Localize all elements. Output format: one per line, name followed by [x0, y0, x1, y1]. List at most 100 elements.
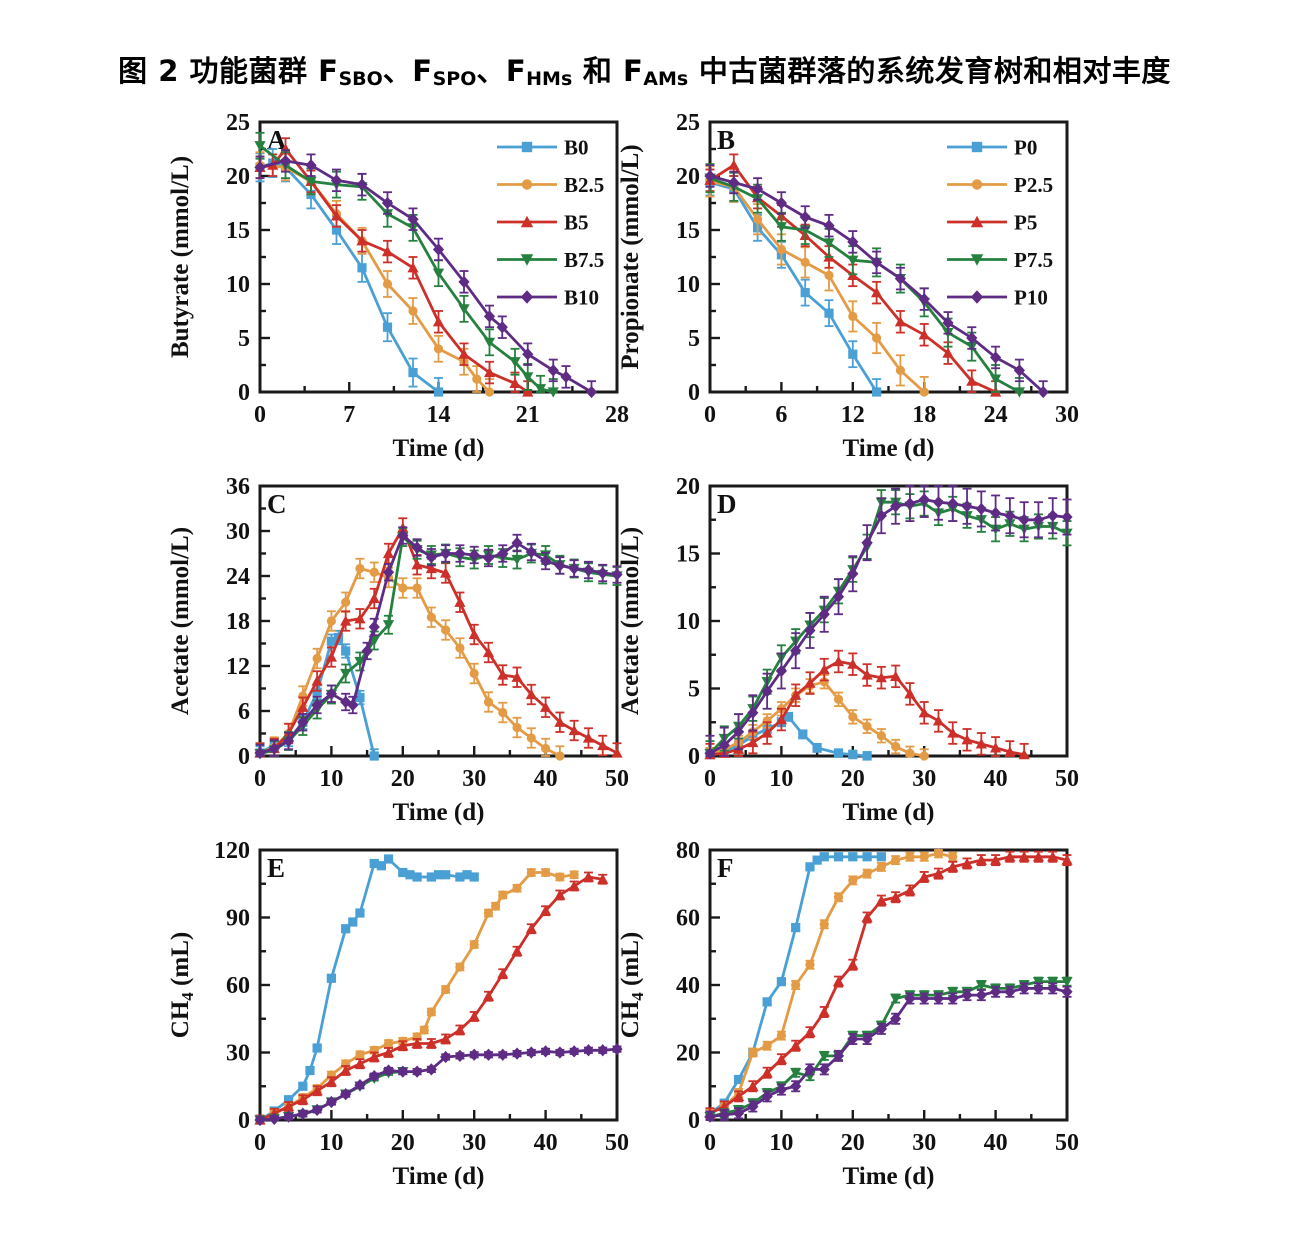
x-axis-label: Time (d) [393, 799, 485, 826]
svg-text:60: 60 [226, 973, 250, 999]
svg-text:30: 30 [912, 766, 936, 792]
panel-letter: D [717, 489, 737, 519]
svg-text:21: 21 [516, 402, 540, 428]
legend-item-P2.5: P2.5 [947, 173, 1053, 197]
axis-ticks [258, 120, 619, 394]
panel-letter: F [717, 853, 734, 883]
svg-text:0: 0 [688, 744, 700, 770]
y-axis-label: Butyrate (mmol/L) [167, 156, 194, 358]
y-axis-label: Propionate (mmol/L) [617, 144, 644, 369]
series-P10 [704, 485, 1073, 760]
legend-label: B5 [564, 211, 589, 235]
legend-label: P5 [1014, 211, 1037, 235]
figure-title: 图 2 功能菌群 FSBO、FSPO、FHMs 和 FAMs 中古菌群落的系统发… [118, 54, 1171, 90]
svg-text:0: 0 [254, 1130, 266, 1156]
svg-text:18: 18 [912, 402, 936, 428]
svg-text:0: 0 [254, 402, 266, 428]
svg-text:24: 24 [984, 402, 1008, 428]
axis-tick-labels: 0 10 20 30 40 50 0 6 12 18 24 30 36 [226, 474, 629, 792]
legend-label: B0 [564, 136, 589, 160]
axis-tick-labels: 0 6 12 18 24 30 0 5 10 15 20 25 [676, 110, 1079, 428]
svg-text:20: 20 [676, 164, 700, 190]
chart-panel-b: 0 6 12 18 24 30 0 5 10 15 20 25 Time (d) Propionate (… [617, 110, 1079, 462]
svg-text:0: 0 [238, 1108, 250, 1134]
chart-cell-b: 0 6 12 18 24 30 0 5 10 15 20 25 Time (d) Propionate (… [600, 100, 1100, 475]
chart-cell-a: 0 7 14 21 28 0 5 10 15 20 25 Time (d) Butyrate (mmol… [150, 100, 650, 475]
svg-text:30: 30 [226, 519, 250, 545]
svg-text:10: 10 [319, 1130, 343, 1156]
y-axis-label: CH4​ (mL) [167, 932, 197, 1038]
svg-text:0: 0 [238, 380, 250, 406]
svg-text:40: 40 [534, 1130, 558, 1156]
legend-label: B2.5 [564, 173, 604, 197]
series-B10 [254, 1043, 623, 1127]
chart-cell-f: 0 10 20 30 40 50 0 20 40 60 80 Time (d) CH4​ (mL) F [600, 828, 1100, 1203]
chart-panel-d: 0 10 20 30 40 50 0 5 10 15 20 Time (d) Acetate (mmol… [617, 474, 1079, 826]
legend-item-B0: B0 [497, 136, 589, 160]
svg-text:6: 6 [238, 699, 250, 725]
svg-text:0: 0 [688, 380, 700, 406]
series-B10 [254, 526, 623, 760]
title-subscript: SBO [338, 68, 383, 90]
svg-text:0: 0 [688, 1108, 700, 1134]
series-P0 [705, 711, 872, 761]
svg-text:40: 40 [984, 766, 1008, 792]
svg-text:10: 10 [319, 766, 343, 792]
chart-panel-a: 0 7 14 21 28 0 5 10 15 20 25 Time (d) Butyrate (mmol… [167, 110, 629, 462]
svg-text:5: 5 [688, 677, 700, 703]
series-P5 [704, 850, 1073, 1120]
svg-text:36: 36 [226, 474, 250, 500]
svg-text:0: 0 [254, 766, 266, 792]
series-P7.5 [704, 489, 1073, 759]
svg-text:0: 0 [704, 766, 716, 792]
legend-item-P10: P10 [947, 286, 1048, 310]
axis-tick-labels: 0 10 20 30 40 50 0 30 60 90 120 [214, 838, 629, 1156]
svg-text:20: 20 [841, 1130, 865, 1156]
svg-text:0: 0 [704, 402, 716, 428]
svg-text:12: 12 [841, 402, 865, 428]
svg-text:90: 90 [226, 906, 250, 932]
series-P5 [704, 649, 1030, 760]
y-axis-label: CH4​ (mL) [617, 932, 647, 1038]
svg-text:5: 5 [688, 326, 700, 352]
chart-cell-c: 0 10 20 30 40 50 0 6 12 18 24 30 36 Time (d) Acetate (… [150, 464, 650, 839]
legend-label: B10 [564, 286, 599, 310]
axis-tick-labels: 0 10 20 30 40 50 0 20 40 60 80 [676, 838, 1079, 1156]
legend: P0 P2.5 P5 P7.5 P10 [947, 136, 1053, 310]
chart-cell-e: 0 10 20 30 40 50 0 30 60 90 120 Time (d) CH4​ (mL) E [150, 828, 650, 1203]
x-axis-label: Time (d) [843, 799, 935, 826]
svg-text:14: 14 [427, 402, 451, 428]
svg-text:0: 0 [704, 1130, 716, 1156]
legend-label: P7.5 [1014, 248, 1053, 272]
svg-text:40: 40 [534, 766, 558, 792]
svg-text:15: 15 [676, 218, 700, 244]
legend-item-B7.5: B7.5 [497, 248, 604, 272]
svg-text:30: 30 [462, 766, 486, 792]
svg-text:15: 15 [226, 218, 250, 244]
svg-text:50: 50 [1055, 766, 1079, 792]
legend-label: B7.5 [564, 248, 604, 272]
axis-tick-labels: 0 7 14 21 28 0 5 10 15 20 25 [226, 110, 629, 428]
series-P2.5 [705, 165, 929, 397]
svg-text:25: 25 [226, 110, 250, 136]
legend-item-P7.5: P7.5 [947, 248, 1053, 272]
svg-text:20: 20 [676, 1041, 700, 1067]
series-P0 [705, 168, 882, 397]
legend-item-B2.5: B2.5 [497, 173, 604, 197]
svg-text:7: 7 [343, 402, 355, 428]
svg-text:10: 10 [676, 272, 700, 298]
svg-text:20: 20 [676, 474, 700, 500]
legend-item-P5: P5 [947, 211, 1037, 235]
svg-text:20: 20 [841, 766, 865, 792]
svg-text:6: 6 [775, 402, 787, 428]
series-B0 [255, 854, 479, 1125]
x-axis-label: Time (d) [393, 435, 485, 462]
series-B5 [254, 517, 623, 758]
series-B7.5 [254, 527, 623, 760]
legend: B0 B2.5 B5 B7.5 B10 [497, 136, 604, 310]
svg-text:30: 30 [1055, 402, 1079, 428]
axis-tick-labels: 0 10 20 30 40 50 0 5 10 15 20 [676, 474, 1079, 792]
chart-panel-e: 0 10 20 30 40 50 0 30 60 90 120 Time (d) CH4​ (mL) E [167, 838, 629, 1190]
svg-text:30: 30 [912, 1130, 936, 1156]
